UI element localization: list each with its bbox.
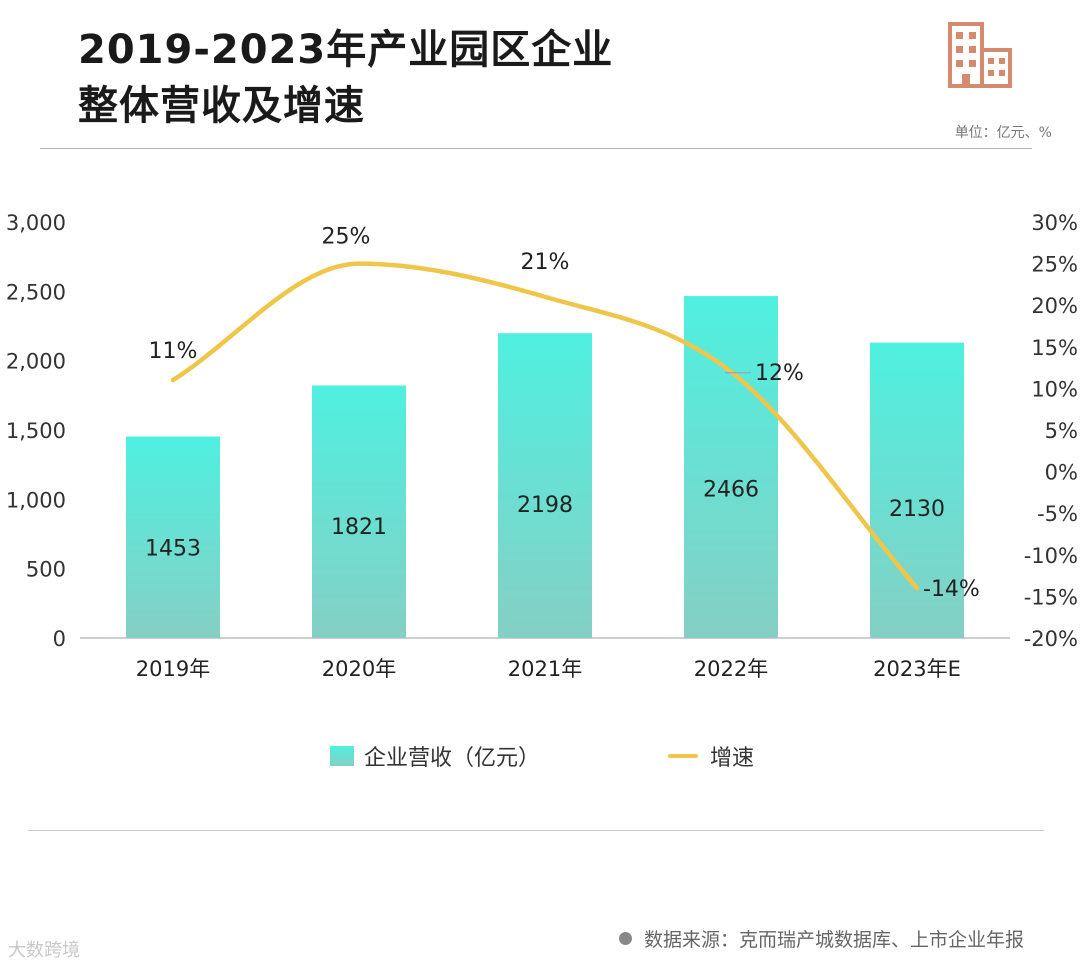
left-axis-tick-label: 500 — [26, 558, 66, 582]
bar — [126, 436, 220, 638]
chart-title-line-1: 2019-2023年产业园区企业 — [78, 27, 614, 73]
right-axis-tick-label: 20% — [1031, 294, 1078, 318]
building-icon — [948, 22, 1012, 88]
left-axis-tick-label: 0 — [53, 627, 66, 651]
data-source-text: 数据来源：克而瑞产城数据库、上市企业年报 — [643, 929, 1024, 951]
growth-value-label: 12% — [755, 361, 804, 386]
left-axis-tick-label: 3,000 — [6, 211, 66, 235]
x-axis-tick-label: 2020年 — [322, 657, 396, 681]
right-axis-tick-label: -20% — [1024, 627, 1078, 651]
growth-line — [170, 261, 920, 591]
right-axis-tick-label: -5% — [1037, 502, 1078, 526]
legend-swatch-line — [668, 754, 698, 758]
growth-value-label: 25% — [322, 225, 371, 250]
legend-label-revenue: 企业营收（亿元） — [364, 746, 541, 771]
watermark-logo: 大数跨境 — [8, 940, 80, 961]
legend-item-revenue: 企业营收（亿元） — [330, 740, 540, 772]
bar — [312, 385, 406, 638]
data-source-note: 数据来源：克而瑞产城数据库、上市企业年报 — [618, 925, 1024, 952]
right-axis-tick-label: 0% — [1045, 461, 1078, 485]
chart-title: 2019-2023年产业园区企业 整体营收及增速 — [78, 22, 613, 134]
bar — [498, 333, 592, 638]
right-axis-tick-label: 5% — [1045, 419, 1078, 443]
bullet-dot-icon — [618, 932, 632, 945]
x-axis-tick-label: 2021年 — [508, 657, 582, 681]
right-axis-tick-label: 30% — [1031, 211, 1078, 235]
bar-value-label: 2466 — [703, 477, 759, 502]
right-axis-tick-label: 10% — [1031, 377, 1078, 401]
legend-swatch-bar — [330, 746, 354, 766]
growth-value-label: 21% — [521, 250, 570, 275]
bar-value-label: 2130 — [889, 497, 945, 522]
growth-value-label: 11% — [149, 339, 198, 364]
unit-note: 单位：亿元、% — [954, 125, 1052, 141]
legend-item-growth: 增速 — [668, 740, 754, 772]
bar-value-label: 1821 — [331, 515, 387, 540]
legend-label-growth: 增速 — [710, 746, 755, 771]
bar-value-label: 2198 — [517, 493, 573, 518]
right-axis-tick-label: 25% — [1031, 253, 1078, 277]
left-axis-tick-label: 2,000 — [6, 350, 66, 374]
combo-chart: 0 500 1,000 1,500 2,000 2,500 3,000 -20% -15% -10… — [6, 211, 1078, 681]
left-axis-tick-label: 1,000 — [6, 488, 66, 512]
growth-value-label: -14% — [923, 577, 980, 602]
bar-value-label: 1453 — [145, 536, 201, 561]
chart-legend: 企业营收（亿元） 增速 — [0, 740, 1080, 774]
footer-divider — [28, 830, 1044, 831]
right-axis-tick-label: -10% — [1024, 544, 1078, 568]
header-divider — [40, 148, 1032, 149]
left-axis-tick-label: 1,500 — [6, 419, 66, 443]
left-axis-tick-label: 2,500 — [6, 280, 66, 304]
right-axis-tick-label: -15% — [1024, 585, 1078, 609]
x-axis-tick-label: 2022年 — [694, 657, 768, 681]
x-axis-tick-label: 2023年E — [873, 657, 961, 681]
right-axis-tick-label: 15% — [1031, 336, 1078, 360]
chart-title-line-2: 整体营收及增速 — [78, 83, 365, 129]
x-axis-tick-label: 2019年 — [136, 657, 210, 681]
